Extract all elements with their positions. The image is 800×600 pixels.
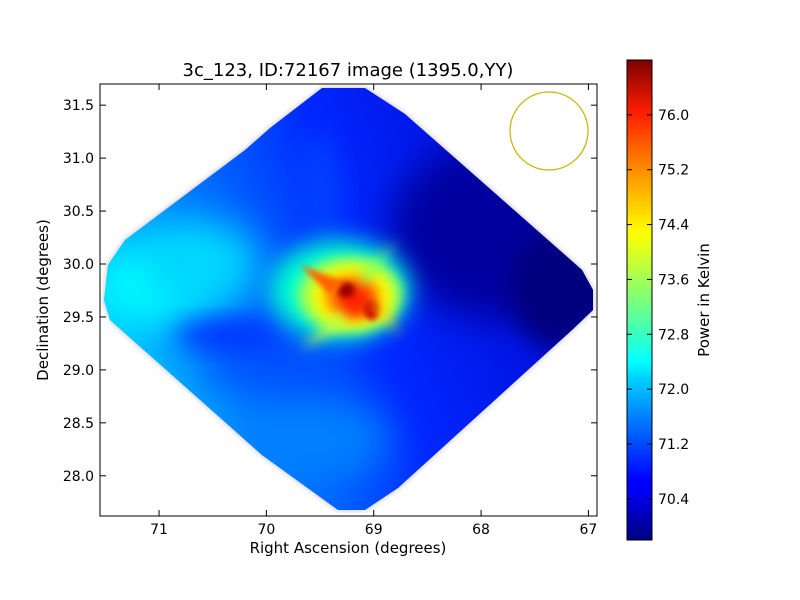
- y-tick-label: 29.5: [63, 310, 94, 326]
- y-tick-label: 29.0: [63, 363, 94, 379]
- colorbar-ticks: 70.4 71.2 72.0 72.8 73.6 74.4 75.2 76.0: [627, 108, 689, 508]
- y-tick-label: 31.5: [63, 98, 94, 114]
- y-tick-label: 30.0: [63, 257, 94, 273]
- colorbar-tick-label: 74.4: [658, 218, 689, 234]
- y-tick-label: 31.0: [63, 151, 94, 167]
- heatmap-image: [104, 88, 593, 510]
- y-axis-ticks: 28.0 28.5 29.0 29.5 30.0 30.5 31.0 31.5: [63, 98, 597, 485]
- y-tick-label: 28.0: [63, 469, 94, 485]
- colorbar-tick-label: 70.4: [658, 492, 689, 508]
- y-tick-label: 28.5: [63, 416, 94, 432]
- y-axis-label: Declination (degrees): [34, 219, 52, 381]
- x-tick-label: 71: [150, 522, 168, 538]
- x-tick-label: 67: [579, 522, 597, 538]
- colorbar: [626, 59, 653, 541]
- colorbar-tick-label: 73.6: [658, 272, 689, 288]
- colorbar-tick-label: 76.0: [658, 108, 689, 124]
- colorbar-tick-label: 72.8: [658, 327, 689, 343]
- colorbar-tick-label: 72.0: [658, 382, 689, 398]
- y-tick-label: 30.5: [63, 204, 94, 220]
- beam-circle: [509, 91, 589, 171]
- x-axis-ticks: 71 70 69 68 67: [150, 84, 597, 538]
- colorbar-tick-label: 75.2: [658, 163, 689, 179]
- x-axis-label: Right Ascension (degrees): [250, 539, 447, 557]
- colorbar-tick-label: 71.2: [658, 437, 689, 453]
- chart-title: 3c_123, ID:72167 image (1395.0,YY): [183, 60, 514, 81]
- x-tick-label: 68: [472, 522, 490, 538]
- x-tick-label: 69: [365, 522, 383, 538]
- colorbar-label: Power in Kelvin: [695, 243, 713, 357]
- x-tick-label: 70: [257, 522, 275, 538]
- plot-frame: [99, 83, 598, 517]
